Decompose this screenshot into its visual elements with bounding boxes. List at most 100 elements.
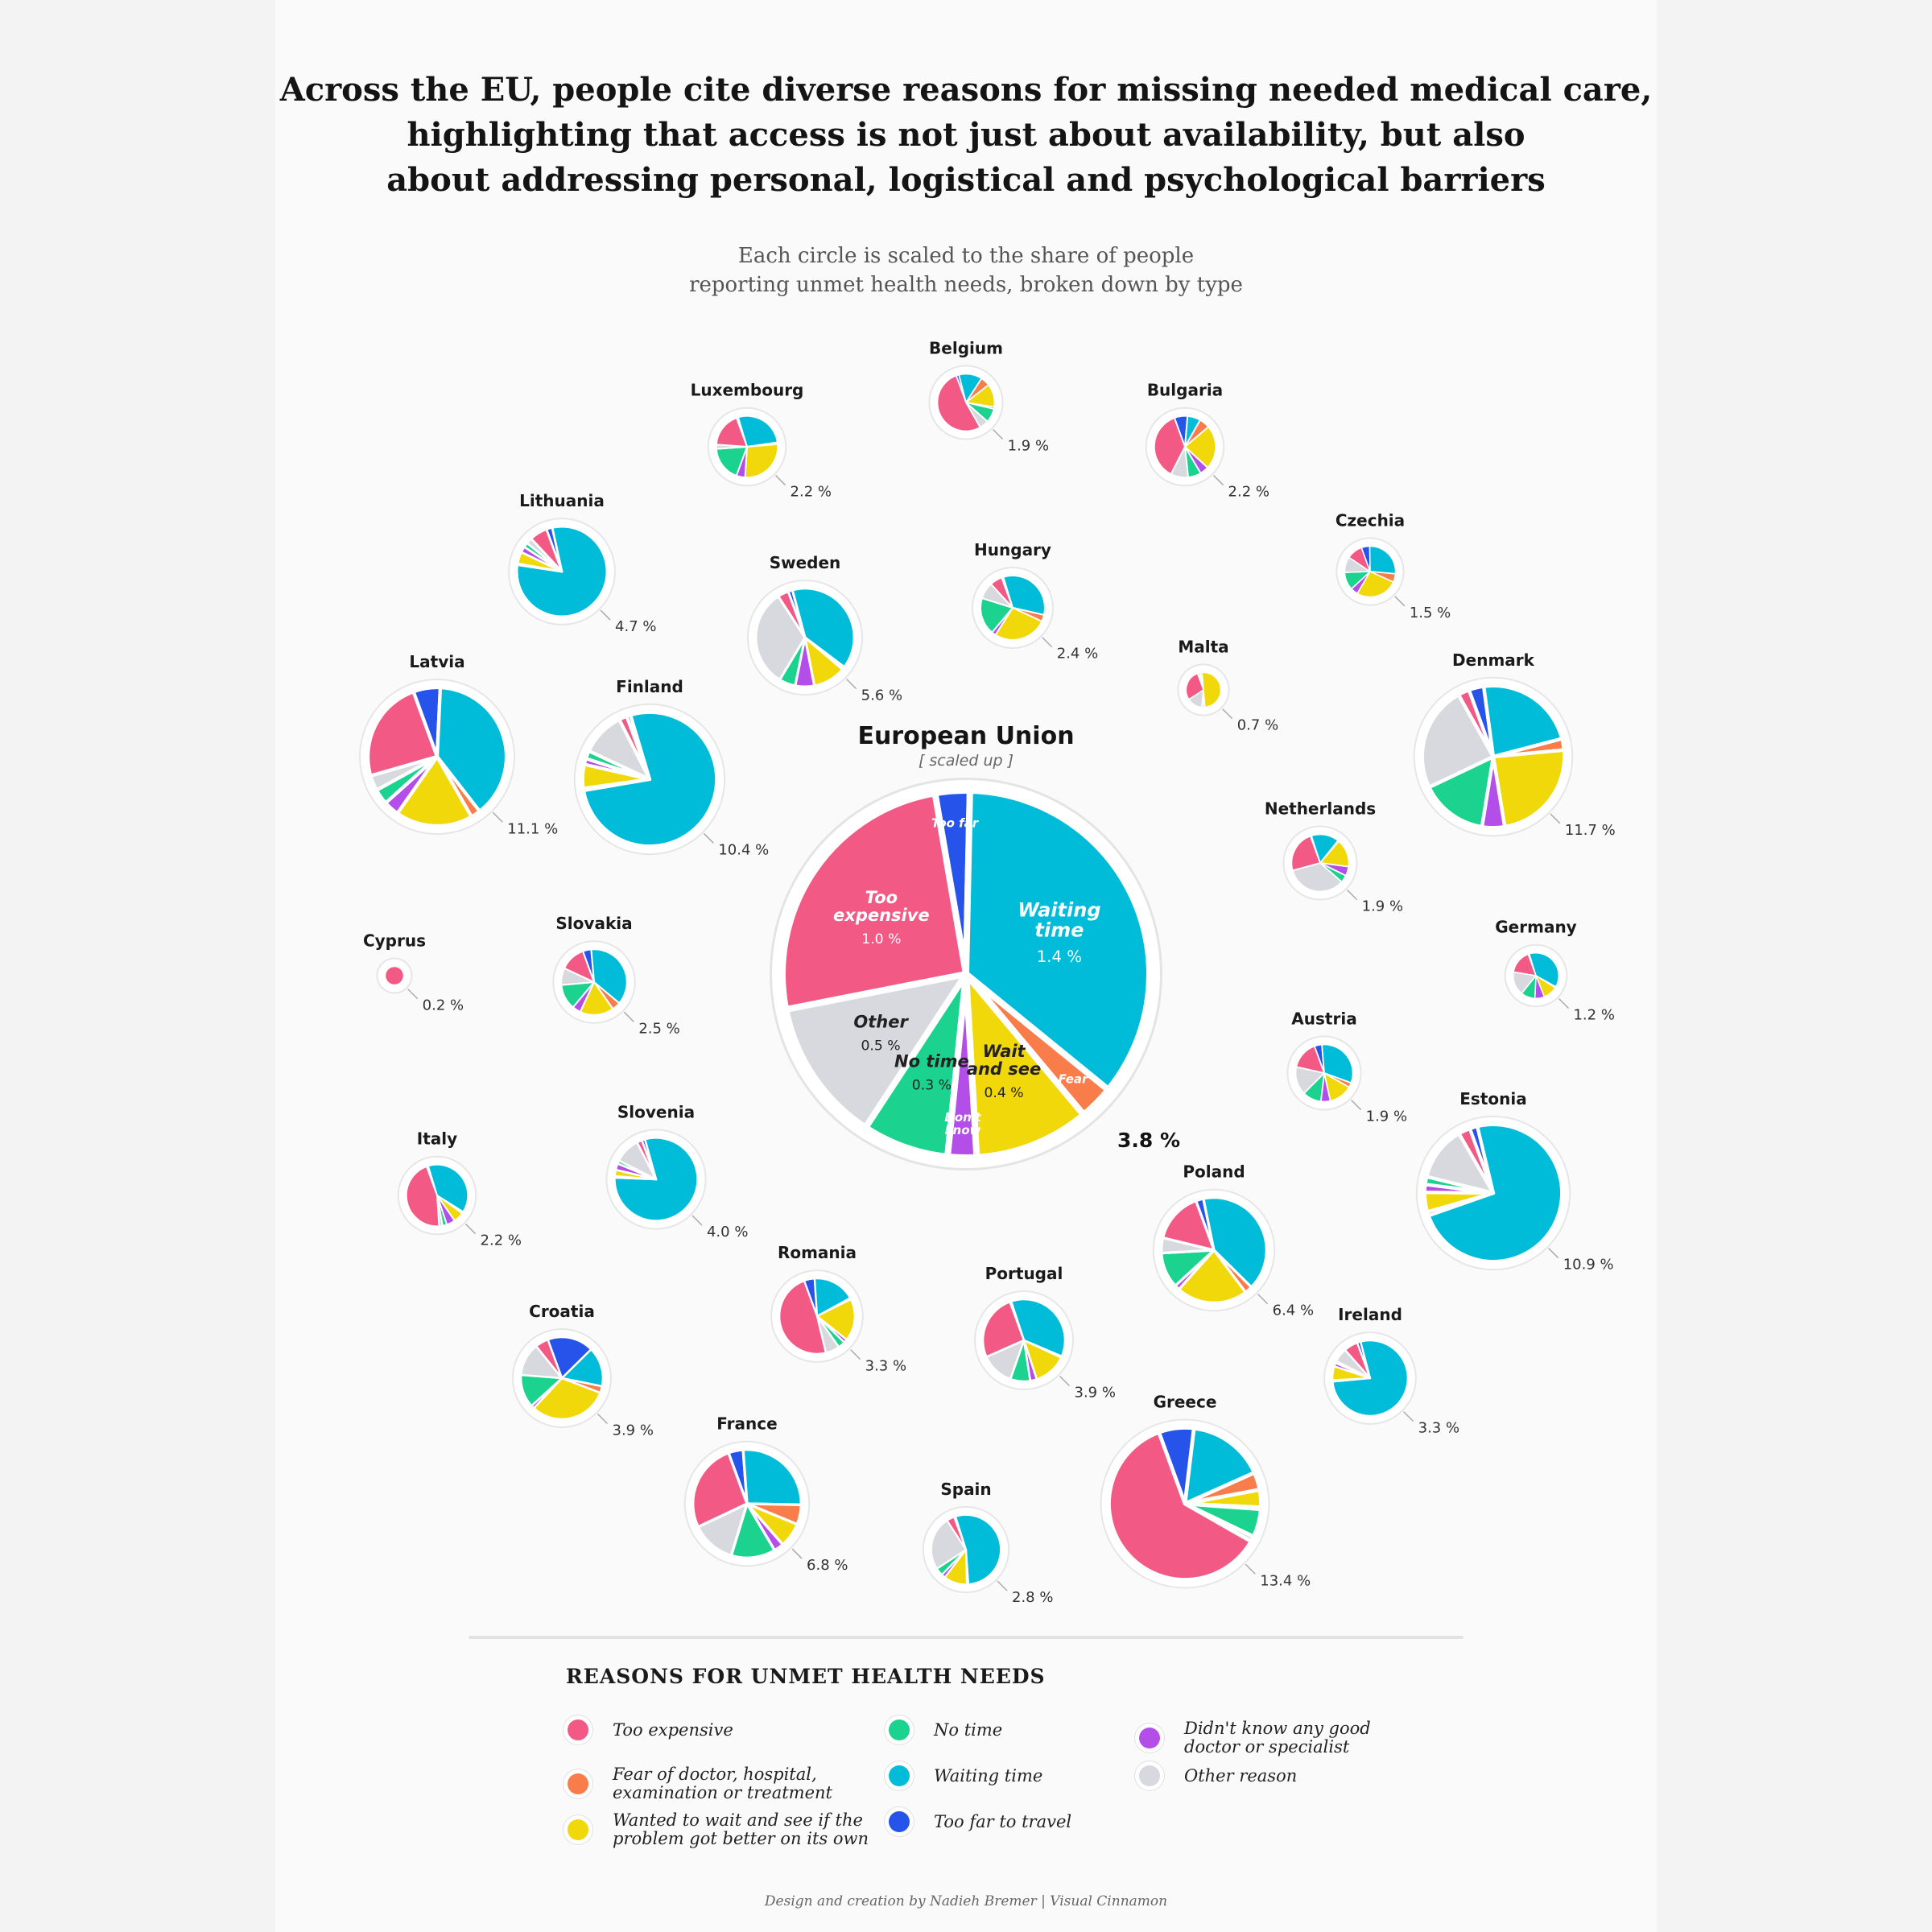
- legend-swatch: [568, 1773, 588, 1794]
- label-connector: [1042, 637, 1053, 648]
- country-value: 2.4 %: [1057, 646, 1098, 663]
- country-name: Hungary: [974, 540, 1051, 559]
- slice-wait-see: [532, 1377, 601, 1421]
- label-connector: [1257, 1294, 1269, 1305]
- slice-waiting: [1202, 1196, 1268, 1289]
- label-connector: [997, 1580, 1008, 1591]
- slice-wait-see: [1491, 748, 1567, 829]
- slice-expensive: [405, 1166, 440, 1228]
- country-sweden: Sweden 5.6 %: [746, 553, 902, 704]
- country-value: 10.9 %: [1563, 1257, 1614, 1274]
- country-name: Germany: [1495, 918, 1576, 937]
- label-connector: [993, 429, 1004, 440]
- eu-slice-label: and see: [967, 1059, 1041, 1079]
- slice-waiting: [791, 587, 856, 669]
- country-belgium: Belgium 1.9 %: [928, 338, 1049, 455]
- country-estonia: Estonia 10.9 %: [1415, 1089, 1614, 1274]
- country-name: Slovakia: [555, 914, 632, 933]
- slice-waiting: [590, 948, 628, 1005]
- label-connector: [846, 679, 857, 690]
- slice-expensive: [1107, 1430, 1253, 1582]
- slice-other: [754, 595, 807, 681]
- country-name: Slovenia: [617, 1102, 695, 1121]
- eu-slice-label: expensive: [833, 906, 930, 925]
- slice-expensive: [989, 576, 1013, 609]
- eu-slice-value: 0.5 %: [861, 1038, 900, 1055]
- country-name: Poland: [1183, 1162, 1245, 1182]
- country-value: 1.5 %: [1410, 605, 1451, 621]
- credit-line: Design and creation by Nadieh Bremer | V…: [764, 1893, 1168, 1909]
- slice-expensive: [636, 1139, 658, 1181]
- page-subtitle: Each circle is scaled to the share of pe…: [275, 242, 1657, 299]
- slice-no-time: [1427, 754, 1496, 829]
- label-connector: [600, 609, 611, 621]
- label-connector: [465, 1224, 477, 1235]
- label-connector: [1245, 1563, 1256, 1575]
- country-value: 1.9 %: [1366, 1108, 1407, 1125]
- country-name: Austria: [1291, 1009, 1356, 1028]
- slice-expensive: [530, 528, 564, 573]
- country-name: Croatia: [529, 1302, 595, 1321]
- eu-slice-label: Wait: [982, 1042, 1026, 1061]
- legend-swatch: [889, 1765, 910, 1786]
- slice-waiting: [427, 1163, 469, 1213]
- country-name: Latvia: [409, 652, 464, 671]
- slice-expensive: [779, 790, 969, 1013]
- slice-waiting: [435, 685, 509, 813]
- country-latvia: Latvia 11.1 %: [359, 652, 558, 837]
- legend-swatch: [568, 1819, 588, 1840]
- label-connector: [1222, 708, 1233, 720]
- slice-wait-see: [395, 754, 473, 828]
- label-connector: [623, 1011, 634, 1022]
- legend-swatch: [1139, 1728, 1160, 1748]
- label-connector: [1558, 997, 1570, 1009]
- country-cyprus: Cyprus 0.2 %: [363, 931, 464, 1013]
- slice-expensive: [1153, 417, 1186, 475]
- eu-slice-value: 1.4 %: [1037, 947, 1082, 966]
- slice-expensive: [365, 690, 440, 778]
- legend-label: Waiting time: [934, 1765, 1043, 1785]
- label-connector: [1213, 475, 1224, 486]
- slice-expensive: [1161, 1199, 1216, 1252]
- label-connector: [1550, 813, 1561, 824]
- country-value: 6.4 %: [1273, 1302, 1314, 1319]
- eu-slice-label: Too far: [931, 816, 980, 831]
- legend-swatch: [889, 1811, 910, 1832]
- legend-swatch: [1139, 1765, 1160, 1786]
- subtitle-line: reporting unmet health needs, broken dow…: [689, 273, 1243, 297]
- label-connector: [775, 475, 786, 486]
- slice-waiting: [1321, 1043, 1354, 1084]
- eu-title: European Union: [857, 722, 1074, 750]
- eu-slice-label: Too: [865, 888, 898, 907]
- country-value: 3.9 %: [1075, 1385, 1116, 1402]
- label-connector: [691, 1215, 703, 1226]
- country-value: 2.2 %: [791, 484, 832, 501]
- legend-item-fear: Fear of doctor, hospital, examination or…: [568, 1765, 832, 1802]
- eu-slice-label: No time: [894, 1052, 969, 1071]
- eu-slice-label: know: [945, 1123, 981, 1137]
- country-denmark: Denmark 11.7 %: [1413, 650, 1616, 839]
- eu-slice-value: 1.0 %: [861, 931, 901, 947]
- eu-subtitle: [ scaled up ]: [919, 752, 1013, 770]
- slice-waiting: [1009, 1298, 1067, 1358]
- slice-waiting: [1368, 545, 1397, 575]
- country-value: 11.1 %: [507, 820, 558, 837]
- country-name: Lithuania: [519, 491, 605, 510]
- slice-waiting: [1481, 683, 1564, 759]
- country-poland: Poland 6.4 %: [1152, 1162, 1314, 1319]
- country-germany: Germany 1.2 %: [1495, 918, 1615, 1024]
- slice-other: [1291, 862, 1343, 893]
- label-connector: [1351, 1100, 1362, 1111]
- country-value: 3.3 %: [865, 1358, 906, 1375]
- slice-other: [1420, 692, 1496, 790]
- slice-expensive: [1344, 1341, 1372, 1380]
- slice-expensive: [778, 1279, 828, 1356]
- country-value: 0.2 %: [423, 997, 464, 1014]
- eu-total: 3.8 %: [1117, 1129, 1180, 1152]
- country-france: France 6.8 %: [683, 1414, 848, 1574]
- country-value: 0.7 %: [1237, 717, 1278, 734]
- slice-expensive: [617, 714, 652, 782]
- slice-wait-see: [994, 607, 1043, 641]
- legend-item-dont-know: Didn't know any good doctor or specialis…: [1139, 1719, 1371, 1757]
